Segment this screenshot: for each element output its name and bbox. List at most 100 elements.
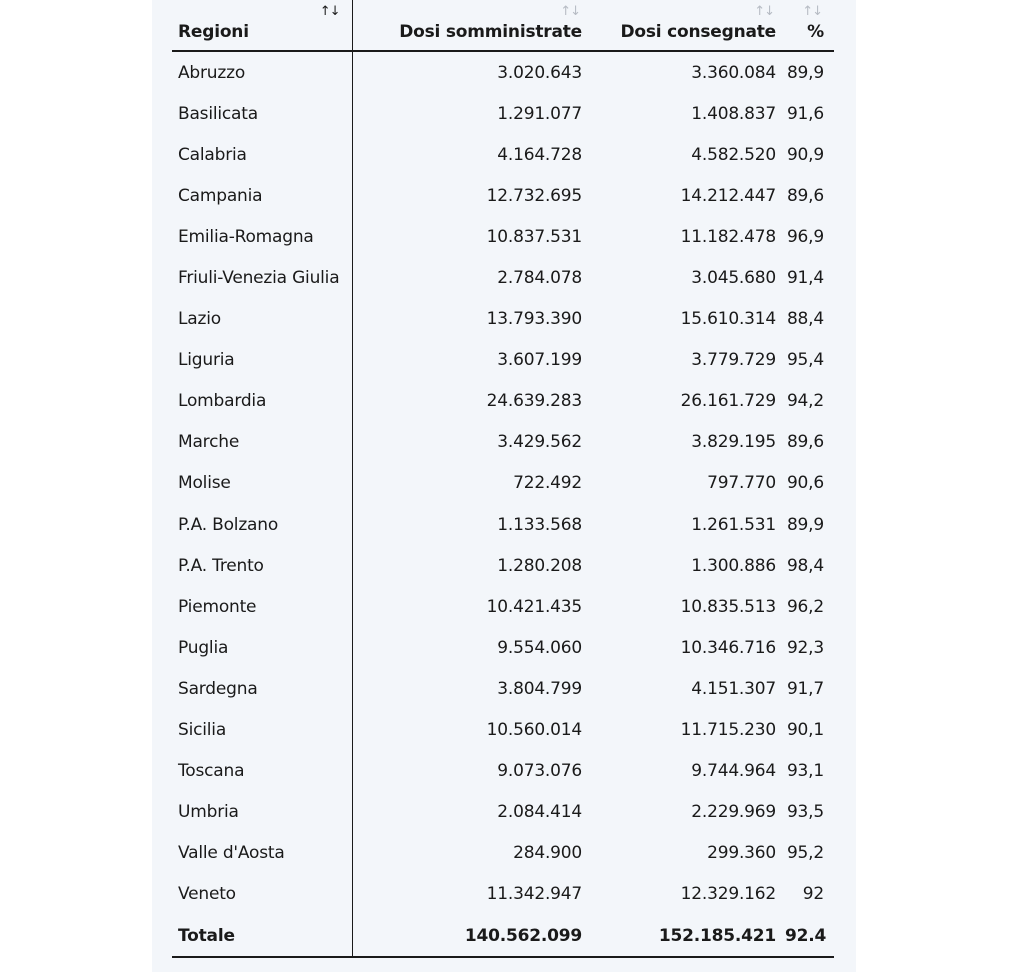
column-header-label: %: [807, 22, 824, 42]
cell-delivered: 2.229.969: [691, 802, 776, 823]
table-row: Liguria 3.607.199 3.779.729 95,4: [172, 339, 834, 381]
table-row: Campania 12.732.695 14.212.447 89,6: [172, 175, 834, 217]
table-row: Toscana 9.073.076 9.744.964 93,1: [172, 750, 834, 792]
table-row: Umbria 2.084.414 2.229.969 93,5: [172, 791, 834, 833]
total-administered: 140.562.099: [352, 914, 590, 959]
table-row: Marche 3.429.562 3.829.195 89,6: [172, 421, 834, 463]
table-row: P.A. Trento 1.280.208 1.300.886 98,4: [172, 545, 834, 587]
cell-percent: 91,4: [786, 268, 824, 289]
cell-administered: 9.554.060: [497, 637, 582, 658]
cell-administered: 3.607.199: [497, 350, 582, 371]
cell-region: Basilicata: [172, 93, 353, 135]
sort-arrows-icon[interactable]: ↑↓: [319, 4, 341, 19]
column-header-regioni[interactable]: ↑↓ Regioni: [172, 0, 353, 52]
cell-delivered: 11.182.478: [680, 226, 777, 247]
table-row: Valle d'Aosta 284.900 299.360 95,2: [172, 832, 834, 874]
cell-delivered: 3.045.680: [691, 268, 776, 289]
cell-percent: 92: [802, 884, 824, 905]
cell-region: Sardegna: [172, 668, 353, 710]
cell-region: Molise: [172, 462, 353, 505]
cell-region: P.A. Trento: [172, 545, 353, 587]
cell-administered: 24.639.283: [486, 391, 583, 412]
column-header-label: Dosi consegnate: [620, 22, 776, 42]
table-row: Lazio 13.793.390 15.610.314 88,4: [172, 298, 834, 340]
table-row: Puglia 9.554.060 10.346.716 92,3: [172, 627, 834, 669]
cell-percent: 94,2: [786, 391, 824, 412]
cell-delivered: 15.610.314: [680, 309, 777, 330]
cell-delivered: 4.151.307: [691, 678, 776, 699]
cell-percent: 89,9: [786, 62, 824, 83]
cell-delivered: 10.835.513: [680, 596, 777, 617]
table-row: Piemonte 10.421.435 10.835.513 96,2: [172, 586, 834, 628]
cell-region: Umbria: [172, 791, 353, 833]
cell-region: Veneto: [172, 873, 353, 915]
cell-percent: 89,6: [786, 432, 824, 453]
cell-delivered: 9.744.964: [691, 761, 776, 782]
column-header-label: Regioni: [178, 22, 249, 42]
total-label: Totale: [172, 914, 353, 959]
cell-percent: 93,5: [786, 802, 824, 823]
column-header-label: Dosi somministrate: [399, 22, 582, 42]
cell-region: Sicilia: [172, 709, 353, 751]
vaccine-doses-table: ↑↓ Regioni ↑↓ Dosi somministrate ↑↓ Dosi…: [172, 0, 834, 959]
column-header-percent[interactable]: ↑↓ %: [784, 0, 834, 52]
cell-delivered: 1.261.531: [691, 514, 776, 535]
cell-delivered: 3.779.729: [691, 350, 776, 371]
sort-arrows-icon[interactable]: ↑↓: [560, 4, 581, 19]
cell-administered: 1.280.208: [497, 555, 582, 576]
cell-percent: 90,6: [786, 473, 824, 494]
cell-region: Campania: [172, 175, 353, 217]
cell-region: Toscana: [172, 750, 353, 792]
table-row: Molise 722.492 797.770 90,6: [172, 462, 834, 505]
cell-percent: 96,9: [786, 226, 824, 247]
cell-percent: 89,6: [786, 185, 824, 206]
cell-administered: 3.804.799: [497, 678, 582, 699]
total-percent: 92.4: [784, 914, 834, 959]
cell-delivered: 299.360: [707, 843, 776, 864]
cell-administered: 13.793.390: [486, 309, 583, 330]
sort-arrows-icon[interactable]: ↑↓: [802, 4, 823, 19]
table-row: Emilia-Romagna 10.837.531 11.182.478 96,9: [172, 216, 834, 258]
total-delivered: 152.185.421: [590, 914, 784, 959]
cell-delivered: 4.582.520: [691, 144, 776, 165]
column-header-dosi-consegnate[interactable]: ↑↓ Dosi consegnate: [590, 0, 784, 52]
cell-administered: 10.421.435: [486, 596, 583, 617]
cell-administered: 9.073.076: [497, 761, 582, 782]
table-row: P.A. Bolzano 1.133.568 1.261.531 89,9: [172, 504, 834, 546]
cell-region: Friuli-Venezia Giulia: [172, 257, 353, 299]
cell-percent: 91,7: [786, 678, 824, 699]
cell-administered: 11.342.947: [486, 884, 583, 905]
cell-administered: 3.020.643: [497, 62, 582, 83]
sort-arrows-icon[interactable]: ↑↓: [754, 4, 775, 19]
cell-administered: 284.900: [513, 843, 582, 864]
cell-delivered: 1.408.837: [691, 103, 776, 124]
cell-region: Lombardia: [172, 380, 353, 422]
cell-percent: 95,4: [786, 350, 824, 371]
cell-percent: 89,9: [786, 514, 824, 535]
cell-percent: 88,4: [786, 309, 824, 330]
cell-region: P.A. Bolzano: [172, 504, 353, 546]
cell-delivered: 797.770: [707, 473, 776, 494]
table-row: Basilicata 1.291.077 1.408.837 91,6: [172, 93, 834, 135]
cell-region: Emilia-Romagna: [172, 216, 353, 258]
cell-region: Abruzzo: [172, 51, 353, 94]
cell-delivered: 11.715.230: [680, 720, 777, 741]
table-row: Sicilia 10.560.014 11.715.230 90,1: [172, 709, 834, 751]
table-panel: ↑↓ Regioni ↑↓ Dosi somministrate ↑↓ Dosi…: [152, 0, 856, 972]
cell-region: Marche: [172, 421, 353, 463]
cell-delivered: 10.346.716: [680, 637, 777, 658]
table-total-row: Totale 140.562.099 152.185.421 92.4: [172, 914, 834, 959]
cell-administered: 2.784.078: [497, 268, 582, 289]
column-header-dosi-somministrate[interactable]: ↑↓ Dosi somministrate: [352, 0, 590, 52]
cell-administered: 10.560.014: [486, 720, 583, 741]
cell-percent: 90,1: [786, 720, 824, 741]
cell-delivered: 3.360.084: [691, 62, 776, 83]
cell-administered: 1.291.077: [497, 103, 582, 124]
cell-region: Valle d'Aosta: [172, 832, 353, 874]
cell-administered: 722.492: [513, 473, 582, 494]
cell-administered: 12.732.695: [486, 185, 583, 206]
cell-percent: 92,3: [786, 637, 824, 658]
cell-percent: 95,2: [786, 843, 824, 864]
cell-delivered: 14.212.447: [680, 185, 777, 206]
table-row: Veneto 11.342.947 12.329.162 92: [172, 873, 834, 915]
